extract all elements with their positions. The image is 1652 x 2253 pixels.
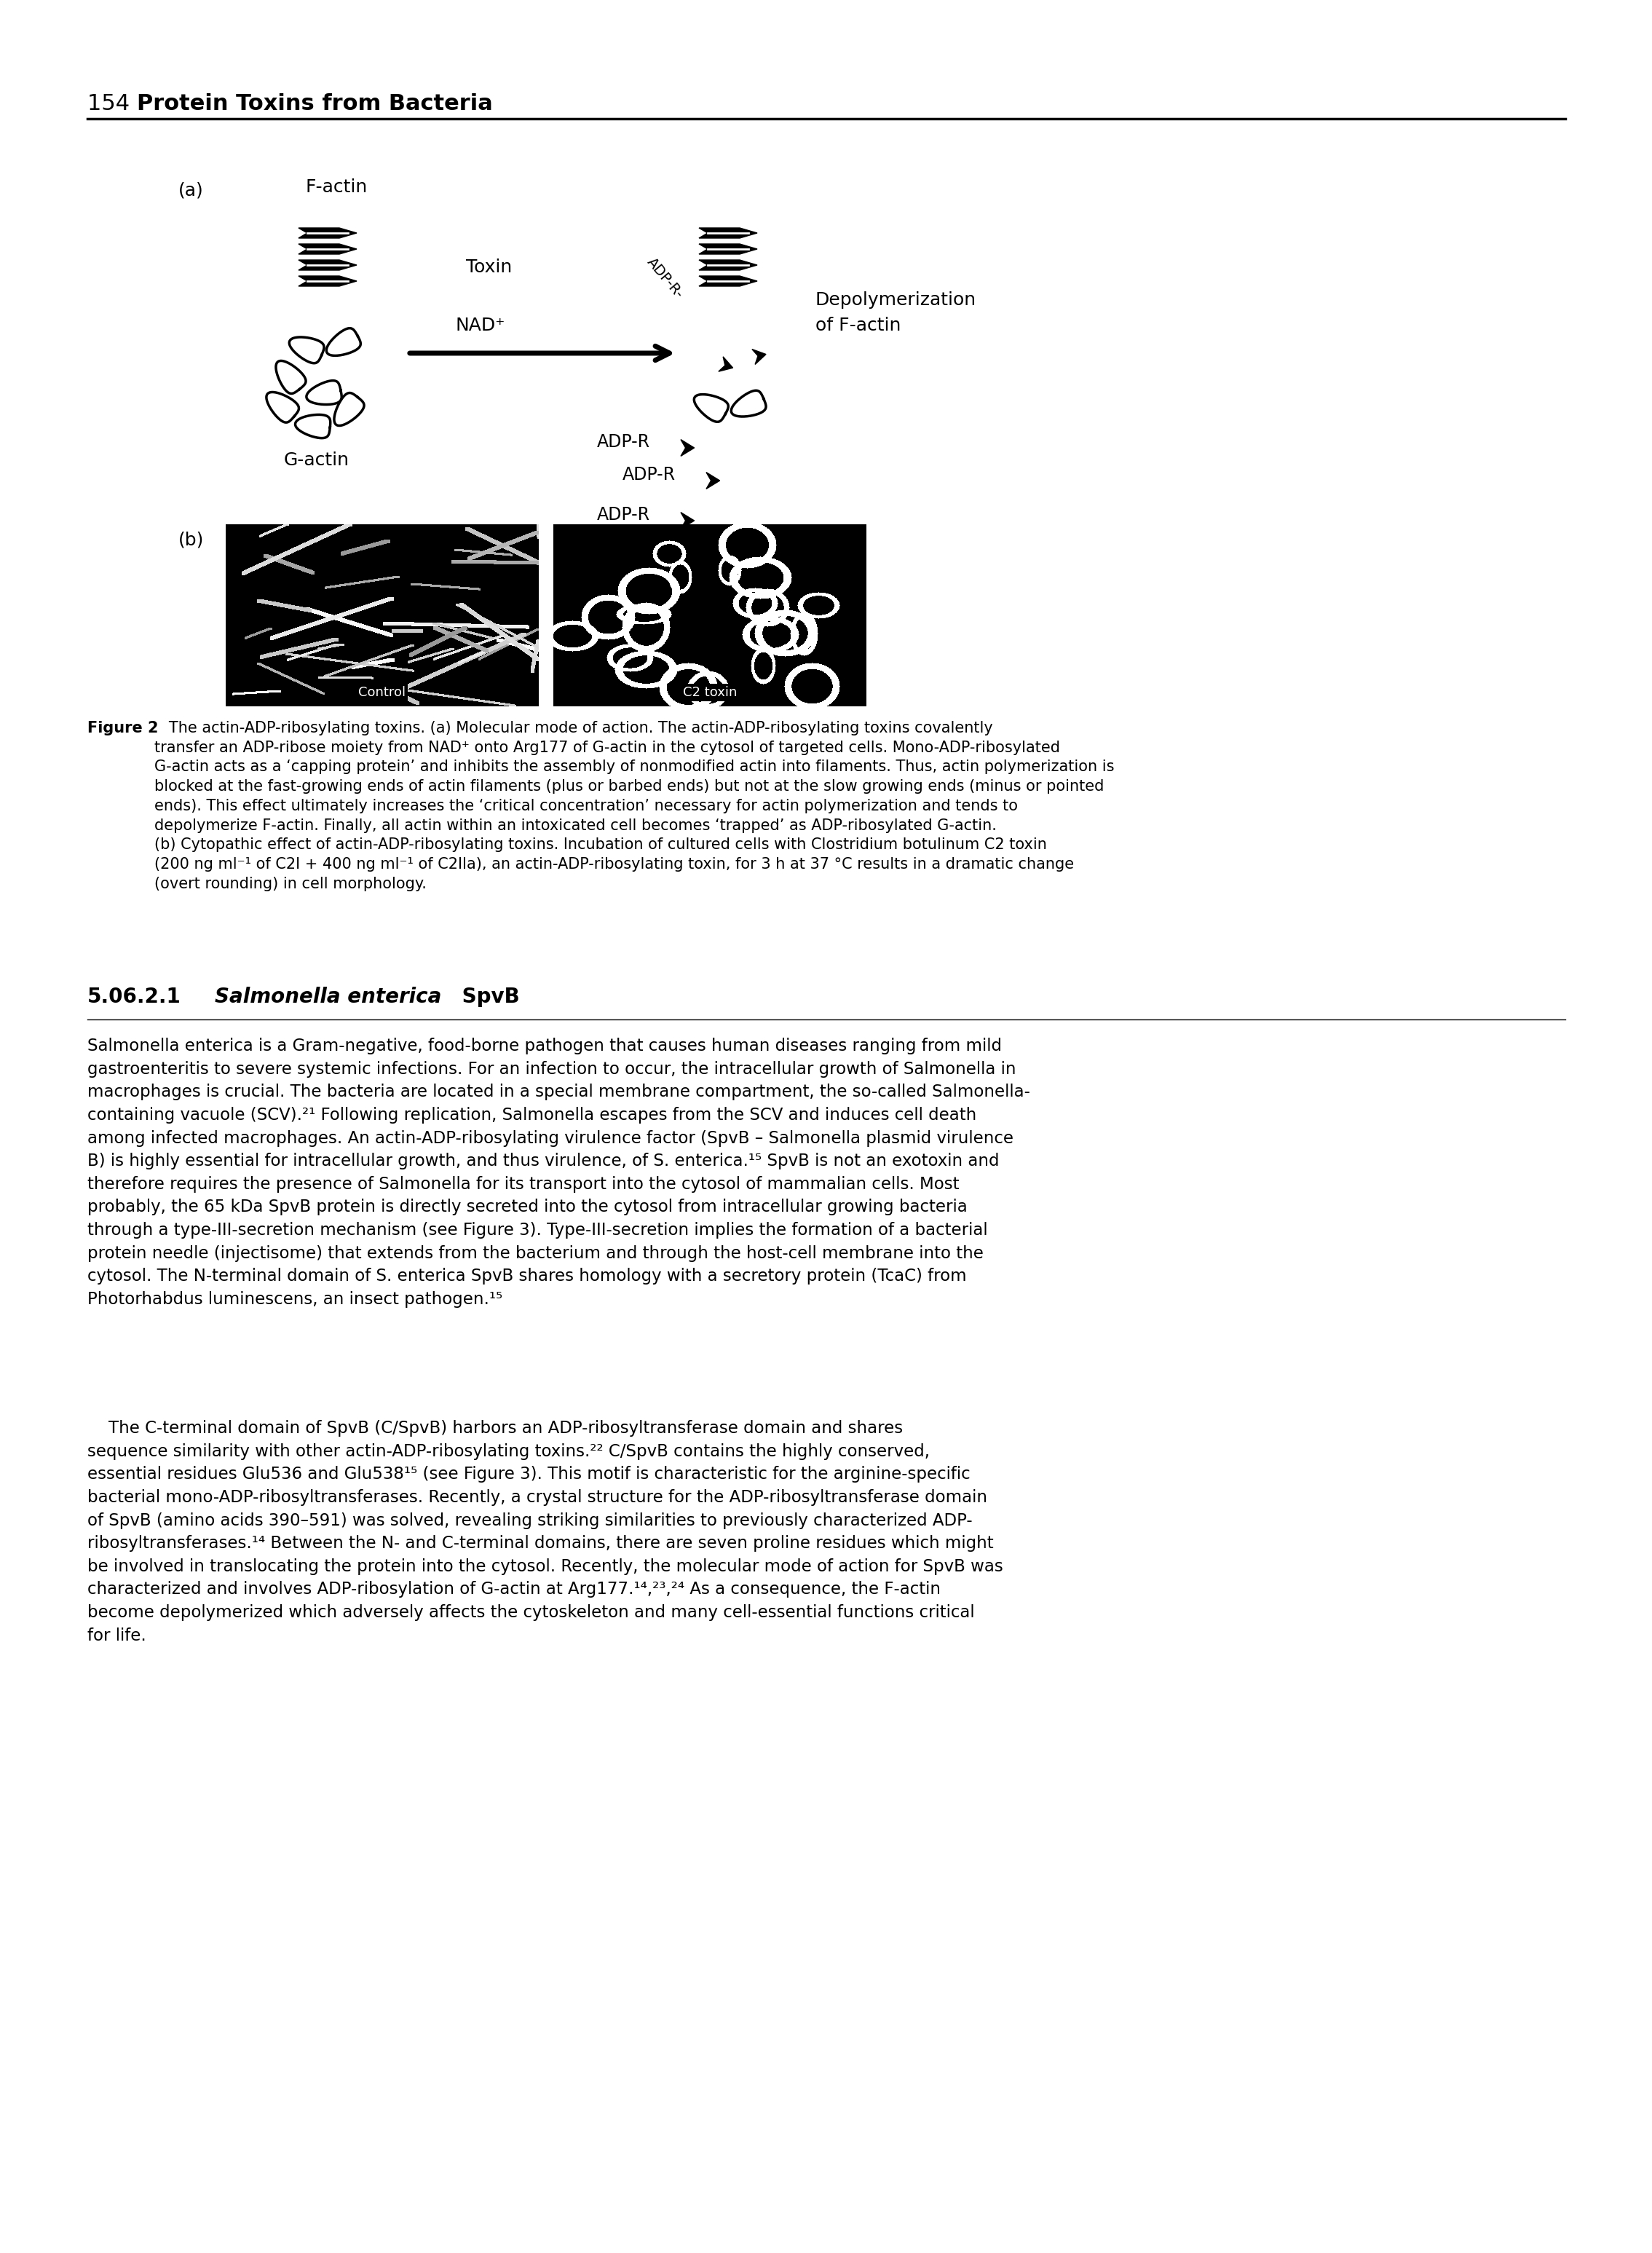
- Text: 5.06.2.1: 5.06.2.1: [88, 987, 182, 1007]
- Polygon shape: [694, 394, 729, 421]
- Polygon shape: [699, 243, 757, 255]
- Text: Protein Toxins from Bacteria: Protein Toxins from Bacteria: [137, 92, 492, 115]
- Polygon shape: [681, 439, 694, 455]
- Text: Depolymerization
of F-actin: Depolymerization of F-actin: [816, 291, 976, 333]
- Polygon shape: [707, 473, 720, 489]
- Text: SpvB: SpvB: [454, 987, 520, 1007]
- Text: ADP-R-: ADP-R-: [644, 255, 686, 302]
- Polygon shape: [276, 360, 306, 394]
- Text: Salmonella enterica is a Gram-negative, food-borne pathogen that causes human di: Salmonella enterica is a Gram-negative, …: [88, 1039, 1031, 1307]
- Polygon shape: [334, 392, 363, 426]
- Text: 154: 154: [88, 92, 144, 115]
- Text: Salmonella enterica: Salmonella enterica: [215, 987, 441, 1007]
- Text: (a): (a): [178, 182, 203, 201]
- Text: Control: Control: [358, 685, 406, 698]
- Text: C2 toxin: C2 toxin: [682, 685, 737, 698]
- Text: F-actin: F-actin: [306, 178, 368, 196]
- Polygon shape: [327, 329, 360, 356]
- Text: ADP-R: ADP-R: [596, 433, 651, 451]
- Polygon shape: [699, 228, 757, 239]
- Text: Figure 2: Figure 2: [88, 721, 159, 734]
- Polygon shape: [296, 415, 330, 437]
- Text: The C-terminal domain of SpvB (C/SpvB) harbors an ADP-ribosyltransferase domain : The C-terminal domain of SpvB (C/SpvB) h…: [88, 1419, 1003, 1645]
- Polygon shape: [299, 275, 357, 286]
- Polygon shape: [752, 349, 767, 365]
- Text: NAD⁺: NAD⁺: [454, 318, 506, 333]
- Polygon shape: [699, 275, 757, 286]
- Polygon shape: [306, 381, 342, 406]
- Text: ADP-R: ADP-R: [623, 466, 676, 484]
- Polygon shape: [681, 511, 694, 529]
- Text: ADP-R: ADP-R: [596, 507, 651, 523]
- Polygon shape: [732, 390, 767, 417]
- Polygon shape: [299, 259, 357, 270]
- Polygon shape: [289, 338, 324, 363]
- Text: Toxin: Toxin: [466, 259, 512, 275]
- Text: G-actin: G-actin: [284, 451, 350, 469]
- Polygon shape: [299, 228, 357, 239]
- Polygon shape: [719, 356, 733, 372]
- Polygon shape: [299, 243, 357, 255]
- Text: (b): (b): [178, 532, 205, 550]
- Polygon shape: [266, 392, 299, 424]
- Text: The actin-ADP-ribosylating toxins. (a) Molecular mode of action. The actin-ADP-r: The actin-ADP-ribosylating toxins. (a) M…: [154, 721, 1115, 892]
- Polygon shape: [699, 259, 757, 270]
